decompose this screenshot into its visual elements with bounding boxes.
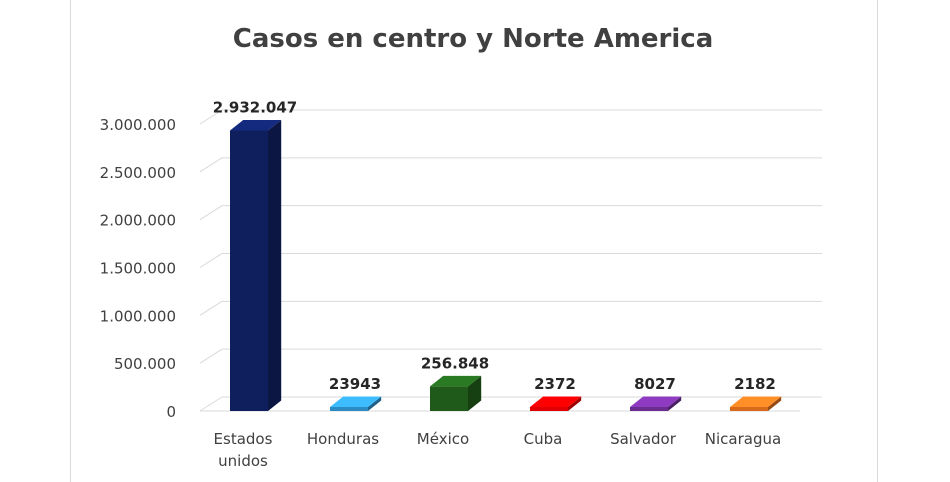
y-tick-label: 500.000	[114, 355, 176, 373]
bars	[230, 120, 782, 411]
y-tick-label: 1.000.000	[100, 307, 176, 325]
bar-top	[230, 120, 282, 131]
bar	[630, 396, 682, 411]
gridline-side	[199, 109, 223, 125]
y-tick-label: 1.500.000	[100, 260, 176, 278]
data-label: 2.932.047	[213, 99, 297, 117]
bar-front	[430, 386, 468, 411]
x-tick-label: Salvador	[610, 430, 677, 448]
data-label: 2182	[734, 375, 776, 393]
bar-front	[330, 407, 368, 411]
data-labels: 2.932.047 23943 256.848 2372 8027 2182	[213, 99, 776, 393]
bar-front	[230, 130, 268, 411]
gridline-side	[199, 396, 223, 412]
bar	[330, 396, 382, 411]
data-label: 8027	[634, 375, 676, 393]
x-tick-label: Honduras	[307, 430, 379, 448]
bar-side	[268, 120, 282, 411]
bar-top	[530, 396, 582, 407]
gridline-side	[199, 348, 223, 364]
data-label: 23943	[329, 375, 381, 393]
bar-side	[768, 396, 782, 411]
bar-side	[468, 375, 482, 411]
bar	[530, 396, 582, 411]
bar-front	[630, 407, 668, 411]
y-tick-label: 2.500.000	[100, 164, 176, 182]
x-tick-label: México	[417, 430, 469, 448]
gridline-side	[199, 205, 223, 221]
y-tick-label: 3.000.000	[100, 116, 176, 134]
x-tick-label: Nicaragua	[705, 430, 781, 448]
bar-top	[630, 396, 682, 407]
data-label: 2372	[534, 375, 576, 393]
bar-top	[430, 375, 482, 387]
data-label: 256.848	[421, 354, 489, 372]
gridlines	[199, 109, 822, 412]
bar-top	[730, 396, 782, 407]
bar-top	[330, 396, 382, 407]
chart-title: Casos en centro y Norte America	[233, 24, 714, 54]
bar-side	[668, 396, 682, 411]
bar	[730, 396, 782, 411]
x-axis: Estados unidos Honduras México Cuba Salvador N…	[214, 430, 782, 470]
bar	[430, 375, 482, 411]
x-tick-label: Estados	[214, 430, 273, 448]
bar	[230, 120, 282, 411]
x-tick-label: Cuba	[524, 430, 563, 448]
bar-side	[568, 396, 582, 411]
y-axis: 0 500.000 1.000.000 1.500.000 2.000.000 2.500…	[100, 116, 176, 421]
x-tick-label: unidos	[218, 452, 268, 470]
gridline-side	[199, 253, 223, 268]
gridline-side	[199, 300, 223, 316]
y-tick-label: 2.000.000	[100, 212, 176, 230]
gridline-side	[199, 157, 223, 173]
y-tick-label: 0	[166, 403, 176, 421]
bar-side	[368, 396, 382, 411]
bar-front	[730, 407, 768, 411]
bar-front	[530, 407, 568, 411]
